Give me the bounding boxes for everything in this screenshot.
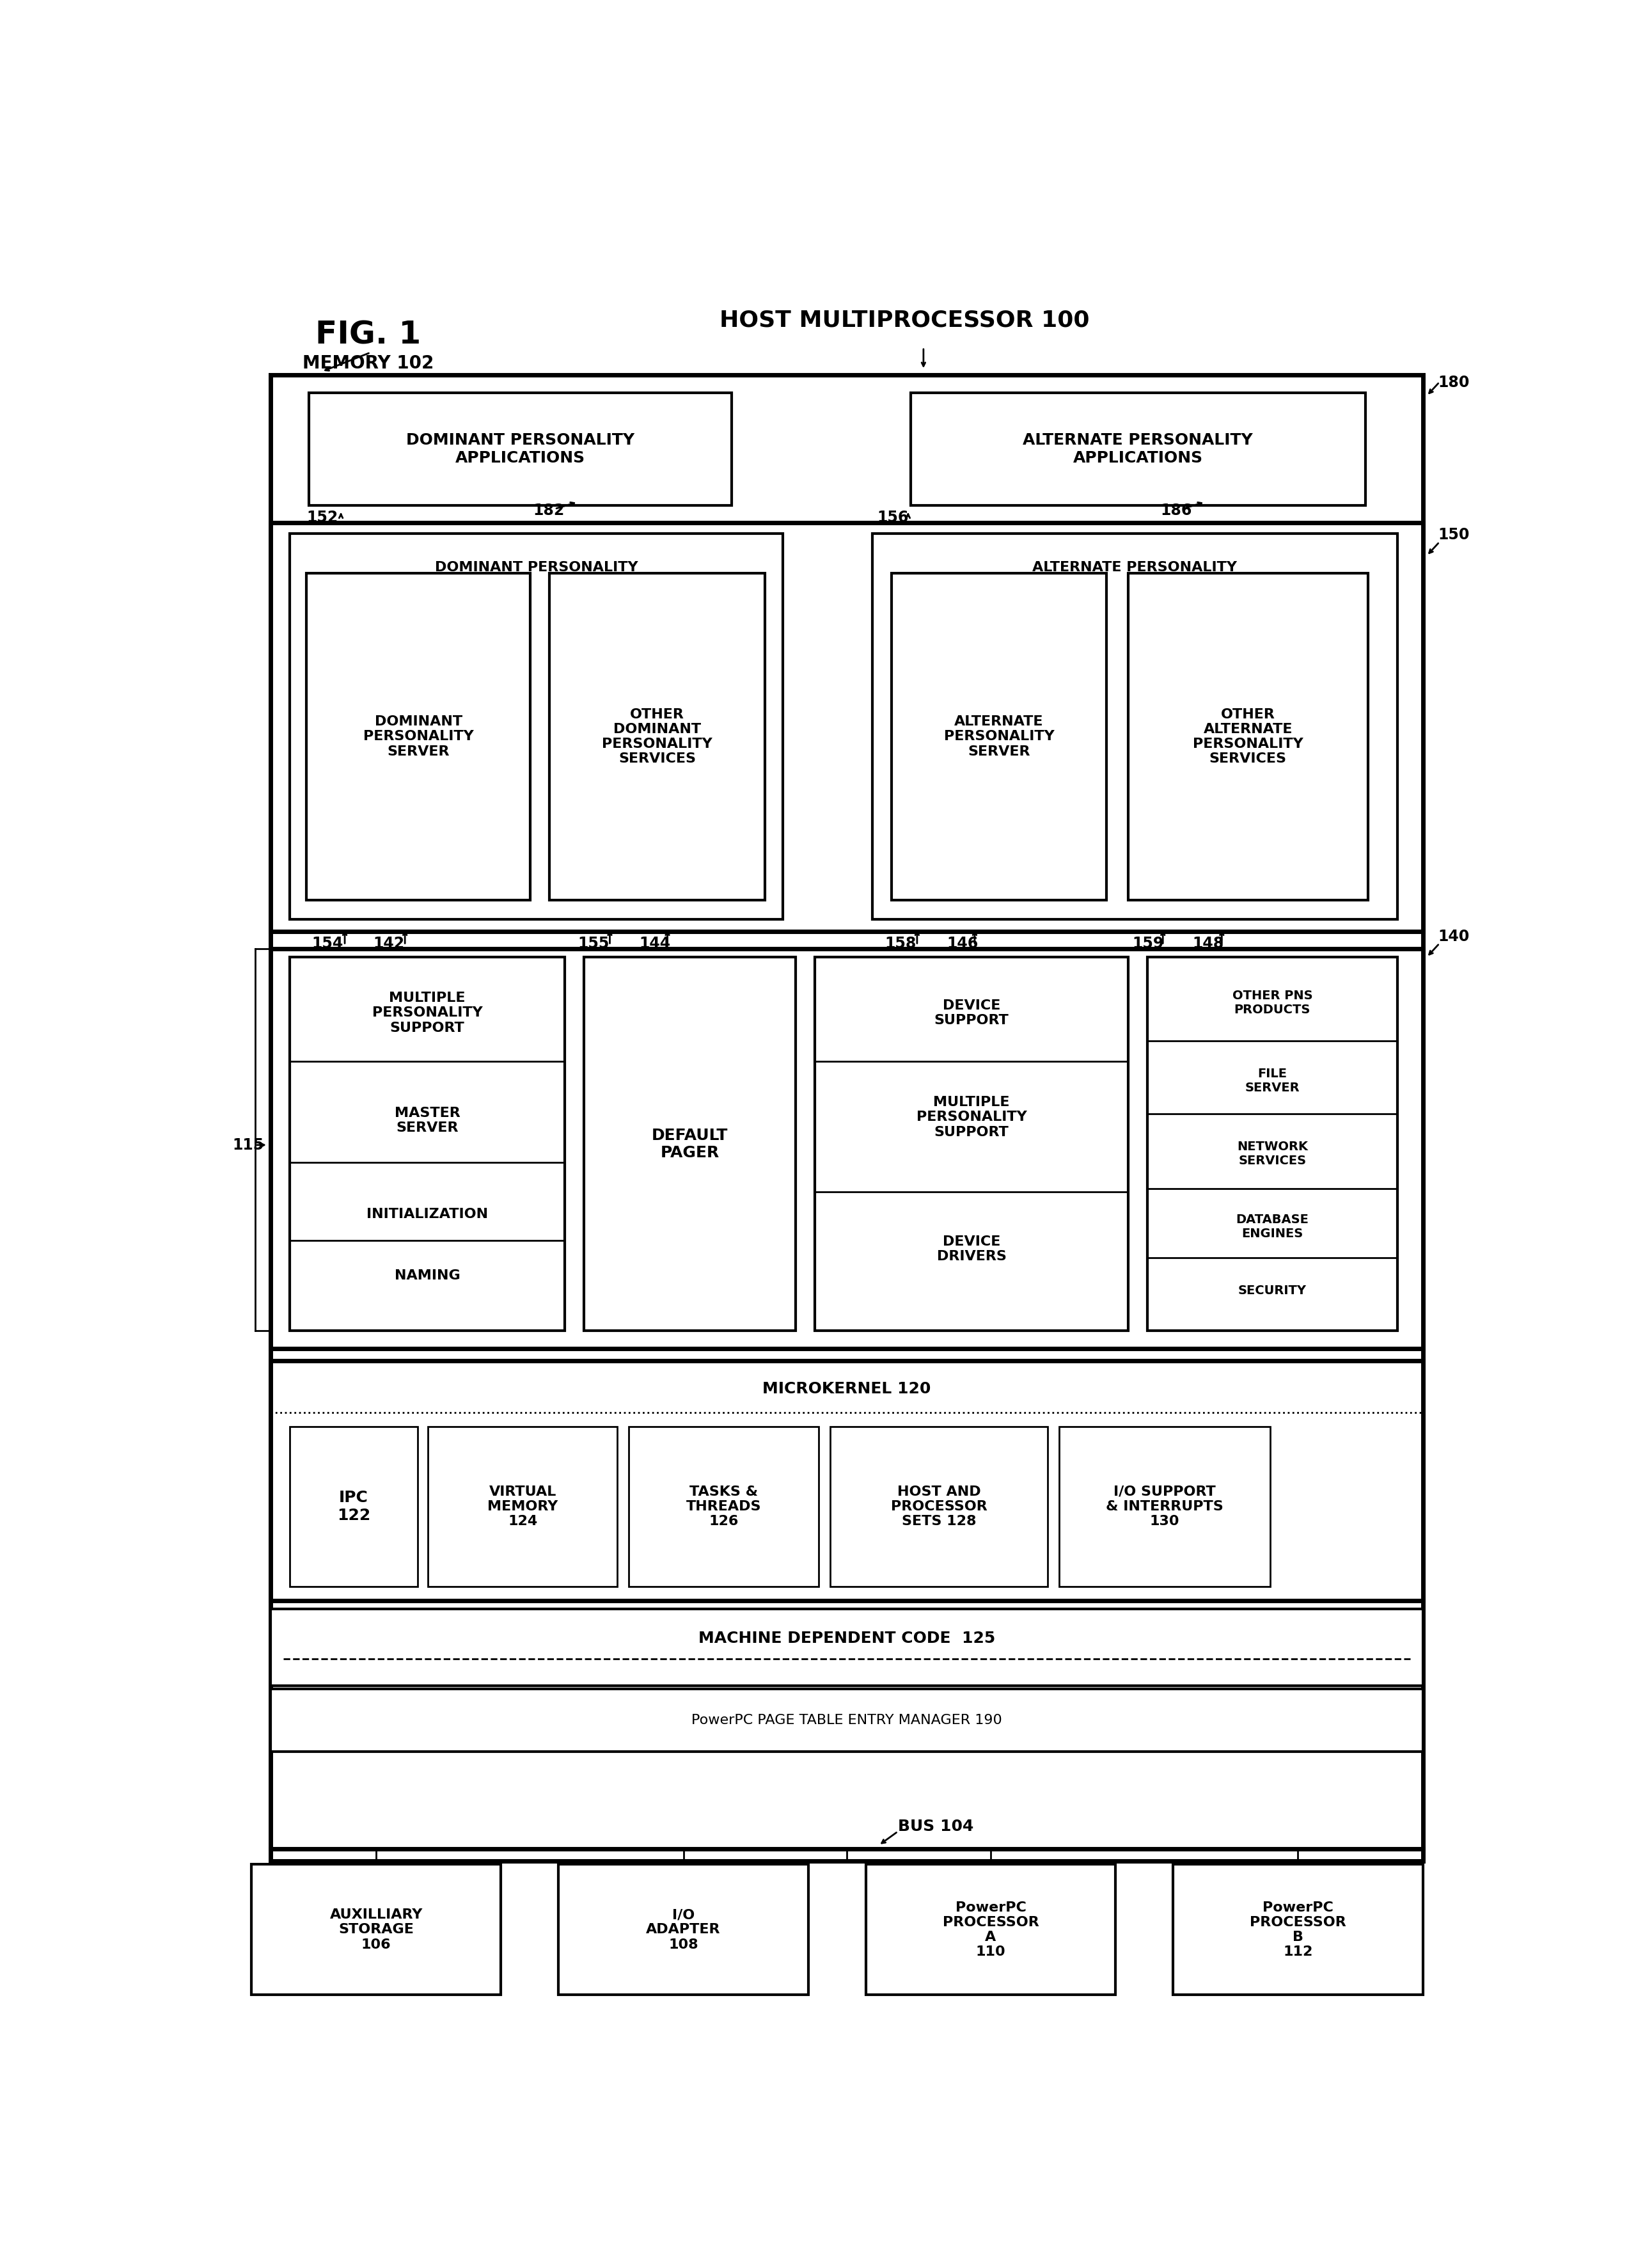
Text: DOMINANT PERSONALITY: DOMINANT PERSONALITY <box>434 562 638 573</box>
Text: MACHINE DEPENDENT CODE  125: MACHINE DEPENDENT CODE 125 <box>699 1630 995 1645</box>
Text: I/O
ADAPTER
108: I/O ADAPTER 108 <box>646 1909 720 1950</box>
Text: 142: 142 <box>373 937 405 950</box>
Bar <box>585 957 796 1332</box>
Text: 150: 150 <box>1439 528 1470 542</box>
Bar <box>271 1609 1422 1686</box>
Bar <box>829 1426 1047 1587</box>
Text: ALTERNATE PERSONALITY
APPLICATIONS: ALTERNATE PERSONALITY APPLICATIONS <box>1023 433 1252 465</box>
Text: PowerPC
PROCESSOR
A
110: PowerPC PROCESSOR A 110 <box>943 1900 1039 1959</box>
Text: 154: 154 <box>312 937 344 950</box>
Text: DOMINANT PERSONALITY
APPLICATIONS: DOMINANT PERSONALITY APPLICATIONS <box>406 433 634 465</box>
Text: ALTERNATE
PERSONALITY
SERVER: ALTERNATE PERSONALITY SERVER <box>943 715 1054 758</box>
Bar <box>872 533 1398 919</box>
Text: 155: 155 <box>578 937 610 950</box>
Text: IPC
122: IPC 122 <box>337 1490 370 1523</box>
Bar <box>1059 1426 1270 1587</box>
Bar <box>814 957 1128 1332</box>
Text: 186: 186 <box>1160 503 1191 519</box>
Bar <box>306 573 530 901</box>
Text: OTHER PNS
PRODUCTS: OTHER PNS PRODUCTS <box>1232 989 1313 1016</box>
Bar <box>1128 573 1368 901</box>
Text: NAMING: NAMING <box>395 1268 461 1282</box>
Text: I/O SUPPORT
& INTERRUPTS
130: I/O SUPPORT & INTERRUPTS 130 <box>1107 1485 1224 1528</box>
Text: PowerPC
PROCESSOR
B
112: PowerPC PROCESSOR B 112 <box>1251 1900 1346 1959</box>
Text: OTHER
ALTERNATE
PERSONALITY
SERVICES: OTHER ALTERNATE PERSONALITY SERVICES <box>1193 709 1303 765</box>
Text: 144: 144 <box>639 937 671 950</box>
Bar <box>910 393 1365 506</box>
Text: 158: 158 <box>885 937 917 950</box>
Text: MICROKERNEL 120: MICROKERNEL 120 <box>763 1381 930 1397</box>
Bar <box>866 1864 1115 1995</box>
Text: AUXILLIARY
STORAGE
106: AUXILLIARY STORAGE 106 <box>330 1909 423 1950</box>
Bar <box>1173 1864 1422 1995</box>
Bar <box>558 1864 808 1995</box>
Bar <box>892 573 1107 901</box>
Bar <box>1148 957 1398 1332</box>
Bar <box>271 375 1422 1862</box>
Text: MULTIPLE
PERSONALITY
SUPPORT: MULTIPLE PERSONALITY SUPPORT <box>372 991 482 1034</box>
Text: MULTIPLE
PERSONALITY
SUPPORT: MULTIPLE PERSONALITY SUPPORT <box>917 1097 1028 1138</box>
Text: MASTER
SERVER: MASTER SERVER <box>395 1106 461 1135</box>
Bar <box>271 524 1422 932</box>
Bar <box>271 948 1422 1347</box>
Text: DOMINANT
PERSONALITY
SERVER: DOMINANT PERSONALITY SERVER <box>363 715 474 758</box>
Text: MEMORY 102: MEMORY 102 <box>302 354 434 372</box>
Text: 146: 146 <box>947 937 978 950</box>
Bar <box>289 533 783 919</box>
Text: HOST AND
PROCESSOR
SETS 128: HOST AND PROCESSOR SETS 128 <box>890 1485 986 1528</box>
Bar <box>550 573 765 901</box>
Bar <box>251 1864 501 1995</box>
Bar <box>289 957 565 1332</box>
Text: BUS 104: BUS 104 <box>899 1819 973 1835</box>
Text: 115: 115 <box>231 1138 264 1153</box>
Text: ALTERNATE PERSONALITY: ALTERNATE PERSONALITY <box>1032 562 1237 573</box>
Text: 156: 156 <box>877 510 909 526</box>
Bar <box>271 1361 1422 1600</box>
Text: DEVICE
DRIVERS: DEVICE DRIVERS <box>937 1235 1006 1264</box>
Text: 182: 182 <box>534 503 565 519</box>
Text: SECURITY: SECURITY <box>1237 1284 1307 1298</box>
Bar <box>309 393 732 506</box>
Text: VIRTUAL
MEMORY
124: VIRTUAL MEMORY 124 <box>487 1485 558 1528</box>
Text: INITIALIZATION: INITIALIZATION <box>367 1207 487 1221</box>
Text: 140: 140 <box>1439 930 1470 943</box>
Text: 180: 180 <box>1439 375 1470 390</box>
Text: 159: 159 <box>1132 937 1163 950</box>
Text: PowerPC PAGE TABLE ENTRY MANAGER 190: PowerPC PAGE TABLE ENTRY MANAGER 190 <box>691 1713 1003 1727</box>
Bar <box>289 1426 418 1587</box>
Text: NETWORK
SERVICES: NETWORK SERVICES <box>1237 1140 1308 1167</box>
Bar <box>271 1688 1422 1751</box>
Bar <box>629 1426 818 1587</box>
Text: HOST MULTIPROCESSOR 100: HOST MULTIPROCESSOR 100 <box>719 309 1089 332</box>
Text: DEFAULT
PAGER: DEFAULT PAGER <box>651 1128 729 1160</box>
Text: 148: 148 <box>1193 937 1224 950</box>
Text: DEVICE
SUPPORT: DEVICE SUPPORT <box>933 1000 1009 1027</box>
Text: OTHER
DOMINANT
PERSONALITY
SERVICES: OTHER DOMINANT PERSONALITY SERVICES <box>601 709 712 765</box>
Text: DATABASE
ENGINES: DATABASE ENGINES <box>1236 1214 1308 1239</box>
Bar <box>428 1426 618 1587</box>
Text: TASKS &
THREADS
126: TASKS & THREADS 126 <box>686 1485 762 1528</box>
Text: FILE
SERVER: FILE SERVER <box>1246 1068 1300 1095</box>
Text: 152: 152 <box>306 510 339 526</box>
Text: FIG. 1: FIG. 1 <box>316 320 421 350</box>
